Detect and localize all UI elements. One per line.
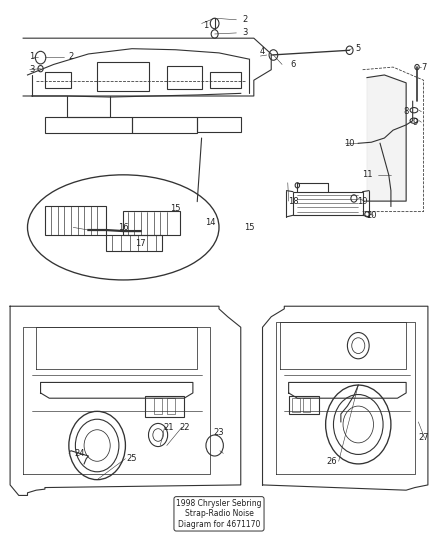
Text: 3: 3 [242, 28, 248, 37]
Text: 6: 6 [290, 60, 296, 69]
Bar [45, 117, 132, 133]
Text: 2: 2 [68, 52, 74, 61]
Bar [154, 398, 162, 414]
Text: 19: 19 [357, 197, 368, 206]
Text: 15: 15 [170, 205, 181, 214]
Polygon shape [367, 75, 406, 201]
Text: 17: 17 [135, 239, 146, 248]
Bar [167, 66, 201, 89]
Text: 7: 7 [421, 62, 426, 71]
Text: 4: 4 [260, 47, 265, 56]
Bar [97, 62, 149, 91]
Text: 2: 2 [243, 15, 248, 25]
Text: 22: 22 [179, 423, 189, 432]
Bar [303, 398, 311, 413]
Bar [292, 398, 300, 413]
Text: 1: 1 [29, 52, 35, 61]
Text: 15: 15 [244, 223, 255, 232]
Text: 5: 5 [356, 44, 361, 53]
Bar [45, 72, 71, 88]
Text: 10: 10 [344, 139, 355, 148]
Text: 8: 8 [403, 107, 409, 116]
Text: 27: 27 [418, 433, 429, 442]
Bar [197, 117, 241, 132]
Bar [123, 211, 180, 235]
Text: 18: 18 [288, 197, 298, 206]
Text: 26: 26 [327, 457, 337, 466]
Text: 25: 25 [127, 454, 137, 463]
Text: 23: 23 [214, 428, 224, 437]
Bar [45, 206, 106, 235]
Text: 3: 3 [29, 65, 35, 74]
Text: 24: 24 [74, 449, 85, 458]
Bar [210, 72, 241, 88]
Text: 1: 1 [203, 21, 208, 29]
Bar [289, 395, 319, 414]
Bar [167, 398, 176, 414]
Text: 16: 16 [118, 223, 129, 232]
Text: 11: 11 [362, 171, 372, 179]
Bar [132, 117, 197, 133]
Text: 14: 14 [205, 217, 215, 227]
Text: 20: 20 [366, 211, 377, 220]
Text: 9: 9 [412, 118, 417, 127]
Text: 1998 Chrysler Sebring
Strap-Radio Noise
Diagram for 4671170: 1998 Chrysler Sebring Strap-Radio Noise … [176, 499, 262, 529]
Bar [145, 395, 184, 417]
Bar [293, 192, 363, 215]
Bar [106, 235, 162, 251]
Text: 21: 21 [164, 423, 174, 432]
